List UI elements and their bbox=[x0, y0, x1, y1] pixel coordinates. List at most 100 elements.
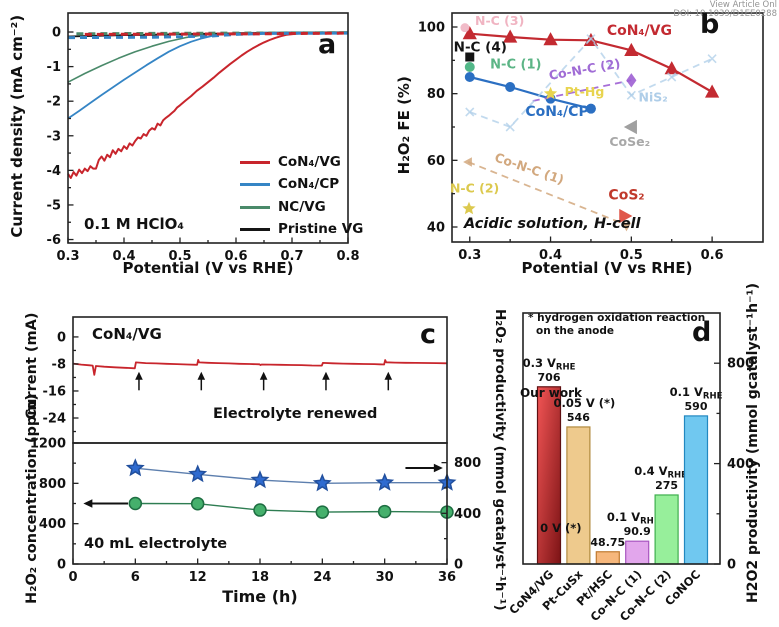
svg-text:6: 6 bbox=[131, 570, 140, 585]
svg-text:0.8: 0.8 bbox=[336, 249, 359, 264]
svg-text:90.9: 90.9 bbox=[624, 525, 651, 538]
watermark-line2: DOI: 10.1039/D1EE0288 bbox=[673, 9, 777, 19]
svg-text:-3: -3 bbox=[47, 129, 61, 144]
svg-text:400: 400 bbox=[727, 457, 754, 472]
svg-text:0.4: 0.4 bbox=[539, 248, 562, 263]
svg-text:0: 0 bbox=[52, 26, 61, 41]
svg-text:0.3 VRHE: 0.3 VRHE bbox=[523, 356, 576, 373]
svg-text:-2: -2 bbox=[47, 95, 61, 110]
legend-label: NC/VG bbox=[278, 198, 326, 215]
legend-item: Pristine VG bbox=[240, 219, 363, 242]
svg-text:275: 275 bbox=[655, 479, 678, 492]
panel-c-renewed-annotation: Electrolyte renewed bbox=[213, 406, 378, 422]
panel-b-letter: b bbox=[700, 9, 720, 40]
panel-a-letter: a bbox=[318, 29, 337, 60]
legend-item: CoN₄/VG bbox=[240, 151, 363, 174]
svg-text:400: 400 bbox=[39, 517, 66, 532]
svg-text:0: 0 bbox=[454, 558, 463, 573]
svg-text:0.7: 0.7 bbox=[280, 249, 303, 264]
svg-text:48.75: 48.75 bbox=[590, 536, 625, 549]
svg-text:36: 36 bbox=[438, 570, 456, 585]
panel-c-catalyst-label: CoN₄/VG bbox=[92, 325, 162, 343]
svg-text:CoN₄/CP: CoN₄/CP bbox=[525, 104, 588, 120]
svg-text:0: 0 bbox=[57, 330, 66, 345]
svg-text:12: 12 bbox=[189, 570, 207, 585]
svg-text:0: 0 bbox=[57, 558, 66, 573]
watermark-line1: View Article Onl bbox=[709, 0, 777, 10]
svg-text:80: 80 bbox=[427, 87, 445, 102]
svg-text:N-C (2): N-C (2) bbox=[450, 181, 499, 196]
panel-b-cell-annotation: Acidic solution, H-cell bbox=[464, 216, 641, 232]
svg-text:CoN₄/VG: CoN₄/VG bbox=[607, 23, 672, 39]
panel-a-legend: CoN₄/VG CoN₄/CP NC/VG Pristine VG bbox=[240, 151, 363, 241]
panel-a-electrolyte-annotation: 0.1 M HClO₄ bbox=[84, 215, 184, 233]
svg-text:0.1 VRHE: 0.1 VRHE bbox=[607, 510, 660, 527]
svg-text:800: 800 bbox=[454, 456, 481, 471]
svg-text:400: 400 bbox=[454, 507, 481, 522]
svg-text:546: 546 bbox=[567, 411, 590, 424]
svg-text:Co-N-C (1): Co-N-C (1) bbox=[493, 150, 566, 188]
svg-text:60: 60 bbox=[427, 154, 445, 169]
legend-label: Pristine VG bbox=[278, 221, 364, 238]
legend-line-swatch bbox=[240, 160, 270, 164]
svg-text:-1: -1 bbox=[47, 60, 61, 75]
svg-text:-6: -6 bbox=[47, 233, 61, 248]
svg-text:1200: 1200 bbox=[30, 437, 66, 452]
svg-text:0.3: 0.3 bbox=[56, 249, 79, 264]
panel-a-y-axis-title: Current density (mA cm⁻²) bbox=[7, 14, 26, 238]
svg-text:0.4: 0.4 bbox=[112, 249, 135, 264]
svg-text:N-C (4): N-C (4) bbox=[454, 40, 507, 56]
panel-d-our-work-label: Our work bbox=[519, 386, 583, 400]
svg-text:800: 800 bbox=[727, 357, 754, 372]
legend-item: NC/VG bbox=[240, 196, 363, 219]
svg-text:0.5: 0.5 bbox=[168, 249, 191, 264]
svg-text:30: 30 bbox=[376, 570, 394, 585]
svg-text:100: 100 bbox=[418, 21, 445, 36]
svg-text:-5: -5 bbox=[47, 198, 61, 213]
svg-text:0: 0 bbox=[727, 558, 736, 573]
svg-text:18: 18 bbox=[251, 570, 269, 585]
svg-text:CoSe₂: CoSe₂ bbox=[609, 134, 650, 149]
panel-c-letter: c bbox=[420, 319, 437, 350]
svg-text:N-C (1): N-C (1) bbox=[490, 57, 541, 72]
svg-text:-24: -24 bbox=[43, 412, 67, 427]
svg-text:0.6: 0.6 bbox=[701, 248, 724, 263]
svg-text:40: 40 bbox=[427, 221, 445, 236]
svg-text:NiS₂: NiS₂ bbox=[639, 90, 668, 105]
legend-line-swatch bbox=[240, 183, 270, 187]
svg-text:24: 24 bbox=[313, 570, 331, 585]
panel-c-x-axis-title: Time (h) bbox=[222, 587, 298, 606]
panel-a-x-axis-title: Potential (V vs RHE) bbox=[122, 259, 294, 277]
legend-label: CoN₄/VG bbox=[278, 153, 341, 170]
legend-line-swatch bbox=[240, 205, 270, 209]
legend-label: CoN₄/CP bbox=[278, 176, 340, 193]
svg-text:800: 800 bbox=[39, 477, 66, 492]
svg-text:0.6: 0.6 bbox=[224, 249, 247, 264]
svg-text:590: 590 bbox=[685, 400, 708, 413]
panel-b-y-axis-title: H₂O₂ FE (%) bbox=[394, 76, 413, 175]
svg-text:706: 706 bbox=[538, 371, 561, 384]
legend-item: CoN₄/CP bbox=[240, 174, 363, 197]
svg-text:0.4 VRHE: 0.4 VRHE bbox=[634, 464, 687, 481]
panel-d-productivity-axis-title: H2O2 productivity (mmol gcatalyst⁻¹h⁻¹) bbox=[745, 282, 761, 603]
panel-d-letter: d bbox=[692, 317, 712, 348]
svg-text:0.5: 0.5 bbox=[620, 248, 643, 263]
svg-text:0.05 V (*): 0.05 V (*) bbox=[553, 396, 615, 410]
svg-text:-4: -4 bbox=[47, 164, 61, 179]
svg-text:-8: -8 bbox=[52, 357, 66, 372]
panel-c-productivity-axis-title: H₂O₂ productivity (mmol gcatalyst⁻¹h⁻¹) bbox=[491, 309, 508, 611]
svg-text:0 V (*): 0 V (*) bbox=[540, 521, 581, 535]
svg-text:Co-N-C (2): Co-N-C (2) bbox=[548, 56, 622, 83]
panel-c-concentration-axis-title: H₂O₂ concentration (ppm) bbox=[24, 393, 41, 605]
panel-b-x-axis-title: Potential (V vs RHE) bbox=[521, 259, 693, 277]
svg-text:N-C (3): N-C (3) bbox=[475, 13, 524, 28]
svg-text:0.3: 0.3 bbox=[458, 248, 481, 263]
svg-text:Pt-Hg: Pt-Hg bbox=[565, 84, 605, 99]
panel-c-volume-annotation: 40 mL electrolyte bbox=[84, 536, 228, 552]
panel-d-note-line1: * hydrogen oxidation reaction bbox=[528, 312, 706, 324]
svg-text:0: 0 bbox=[68, 570, 77, 585]
legend-line-swatch bbox=[240, 228, 270, 232]
svg-text:CoS₂: CoS₂ bbox=[608, 187, 644, 203]
